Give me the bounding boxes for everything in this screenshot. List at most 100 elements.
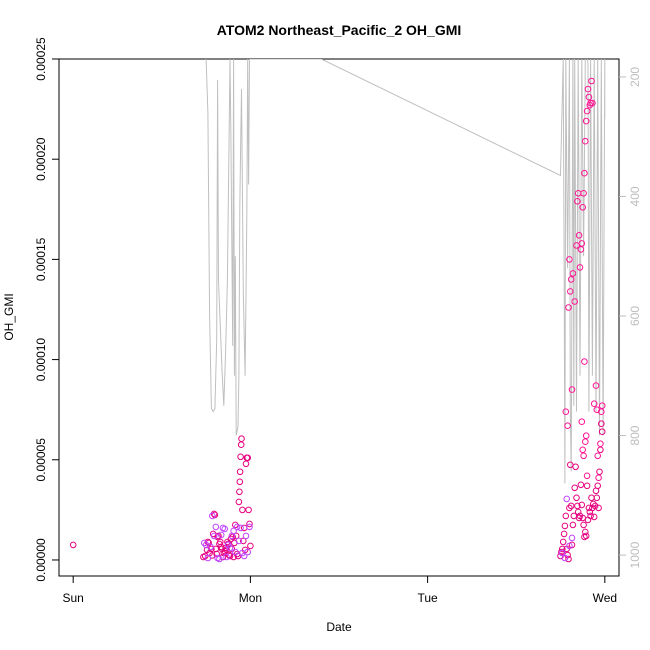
data-point — [577, 481, 585, 489]
data-point — [590, 513, 598, 521]
data-point — [229, 533, 236, 541]
data-point — [574, 198, 581, 205]
data-point — [236, 488, 243, 496]
data-point — [245, 506, 252, 514]
right-tick-label: 400 — [628, 186, 642, 206]
data-point — [207, 543, 214, 551]
y-tick-label: 0.00000 — [34, 538, 48, 582]
pressure-trace-line — [205, 59, 606, 484]
data-point — [246, 523, 253, 531]
data-point — [598, 428, 606, 436]
data-point — [235, 537, 243, 545]
data-point — [247, 542, 254, 550]
data-point — [237, 453, 244, 461]
data-point — [558, 548, 565, 556]
data-point — [217, 531, 225, 539]
data-point — [230, 527, 237, 535]
data-point — [573, 494, 580, 502]
data-point — [598, 408, 605, 416]
data-point — [592, 382, 600, 389]
data-point — [571, 298, 579, 305]
data-point — [240, 537, 247, 545]
x-axis: Sun Mon Tue Wed — [62, 576, 617, 605]
data-point — [239, 506, 246, 514]
data-point — [559, 538, 567, 546]
data-point — [564, 422, 571, 430]
data-point — [571, 484, 579, 492]
data-point — [580, 190, 587, 197]
data-point — [578, 501, 586, 509]
data-point — [588, 494, 595, 502]
data-point — [232, 532, 240, 540]
data-point — [582, 532, 590, 540]
data-point — [567, 276, 575, 283]
data-point — [563, 495, 571, 503]
data-point — [589, 99, 596, 107]
data-point — [242, 532, 250, 540]
data-point — [242, 460, 250, 468]
data-point — [236, 468, 244, 476]
data-point — [576, 264, 584, 271]
right-tick-label: 600 — [628, 306, 642, 326]
data-point — [579, 446, 587, 454]
data-point — [562, 512, 570, 520]
data-point — [216, 555, 223, 563]
data-point — [213, 550, 220, 558]
data-point — [569, 270, 577, 277]
data-point — [591, 502, 599, 510]
data-point — [582, 528, 589, 536]
x-axis-label: Date — [326, 620, 352, 634]
data-point — [232, 548, 239, 556]
data-point — [585, 504, 593, 512]
data-point — [588, 77, 595, 85]
data-point — [562, 408, 570, 416]
data-point — [595, 474, 602, 482]
right-tick-label: 200 — [628, 67, 642, 87]
data-point — [594, 482, 602, 490]
data-point — [597, 440, 604, 448]
data-point — [583, 107, 591, 115]
data-point — [223, 553, 230, 561]
data-point — [237, 524, 244, 532]
data-point — [596, 468, 603, 476]
data-point — [583, 472, 591, 480]
data-point — [210, 510, 218, 518]
data-point — [244, 548, 251, 556]
y-axis-left: 0.00000 0.00005 0.00010 0.00015 0.00020 0.000… — [34, 37, 59, 582]
data-point — [587, 99, 594, 107]
right-tick-label: 800 — [628, 425, 642, 445]
data-point — [582, 432, 590, 440]
y-axis-label: OH_GMI — [2, 293, 16, 340]
data-point — [559, 545, 566, 553]
data-point — [574, 508, 582, 516]
data-point — [221, 525, 228, 533]
data-point — [235, 498, 243, 506]
data-point — [232, 521, 239, 529]
data-point — [582, 117, 590, 125]
data-point — [236, 478, 244, 486]
data-point — [572, 463, 579, 471]
y-tick-label: 0.00015 — [34, 237, 48, 281]
data-point — [582, 137, 589, 145]
y-axis-right: 200 400 600 800 1000 — [619, 67, 642, 568]
data-point — [574, 190, 582, 197]
data-point — [565, 555, 572, 563]
x-tick-label: Mon — [239, 591, 262, 605]
data-point — [587, 512, 594, 520]
data-point — [226, 552, 234, 560]
data-point — [567, 502, 575, 510]
x-tick-label: Wed — [593, 591, 617, 605]
y-tick-label: 0.00020 — [34, 137, 48, 181]
data-point — [581, 169, 588, 177]
data-point — [598, 420, 605, 428]
data-point — [578, 240, 586, 247]
data-point — [209, 512, 216, 520]
right-tick-label: 1000 — [628, 541, 642, 568]
data-point — [598, 402, 606, 410]
data-point — [594, 452, 602, 460]
data-point — [233, 523, 241, 531]
pressure-trace-layer — [205, 59, 606, 484]
data-point — [226, 544, 234, 552]
data-point — [580, 452, 587, 460]
